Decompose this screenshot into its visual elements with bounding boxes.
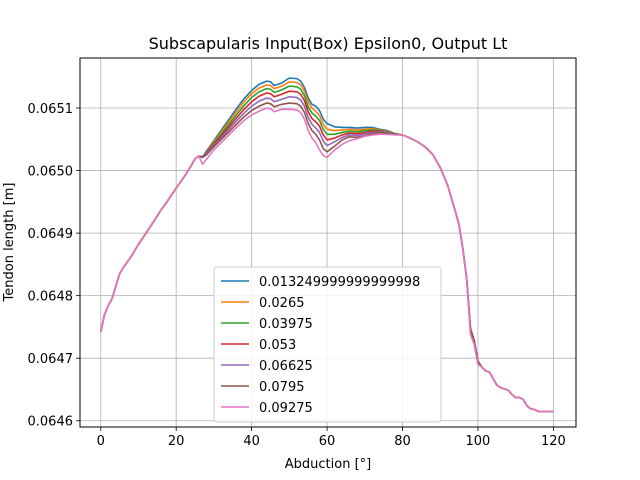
y-tick-label: 0.0648 <box>28 290 74 305</box>
x-tick-label: 80 <box>394 434 411 449</box>
series-layer <box>99 77 554 413</box>
legend-label: 0.0265 <box>259 296 305 311</box>
legend-label: 0.0795 <box>259 380 305 395</box>
plot-frame <box>79 57 577 428</box>
x-tick-label: 120 <box>541 434 566 449</box>
legend-label: 0.013249999999999998 <box>259 275 420 290</box>
y-tick-label: 0.0650 <box>28 165 74 180</box>
legend-label: 0.03975 <box>259 317 313 332</box>
y-tick-label: 0.0649 <box>28 227 74 242</box>
legend-label: 0.06625 <box>259 359 313 374</box>
y-axis-label: Tendon length [m] <box>2 183 17 303</box>
ticks: 0 20 40 60 80 100 120 0.0646 0.0647 0.0648 0.0649 0… <box>28 102 566 449</box>
x-axis-label: Abduction [°] <box>285 457 371 472</box>
y-tick-label: 0.0647 <box>28 352 74 367</box>
chart-title: Subscapularis Input(Box) Epsilon0, Outpu… <box>149 34 508 53</box>
x-tick-label: 100 <box>466 434 491 449</box>
x-tick-label: 40 <box>243 434 260 449</box>
x-tick-label: 0 <box>97 434 105 449</box>
x-tick-label: 20 <box>168 434 185 449</box>
series-line-7 <box>99 107 554 413</box>
legend: 0.013249999999999998 0.0265 0.03975 0.053 0.… <box>213 266 442 423</box>
legend-label: 0.053 <box>259 338 296 353</box>
y-tick-label: 0.0651 <box>28 102 74 117</box>
y-tick-label: 0.0646 <box>28 415 74 430</box>
x-tick-label: 60 <box>319 434 336 449</box>
legend-box <box>213 266 442 423</box>
legend-label: 0.09275 <box>259 401 313 416</box>
